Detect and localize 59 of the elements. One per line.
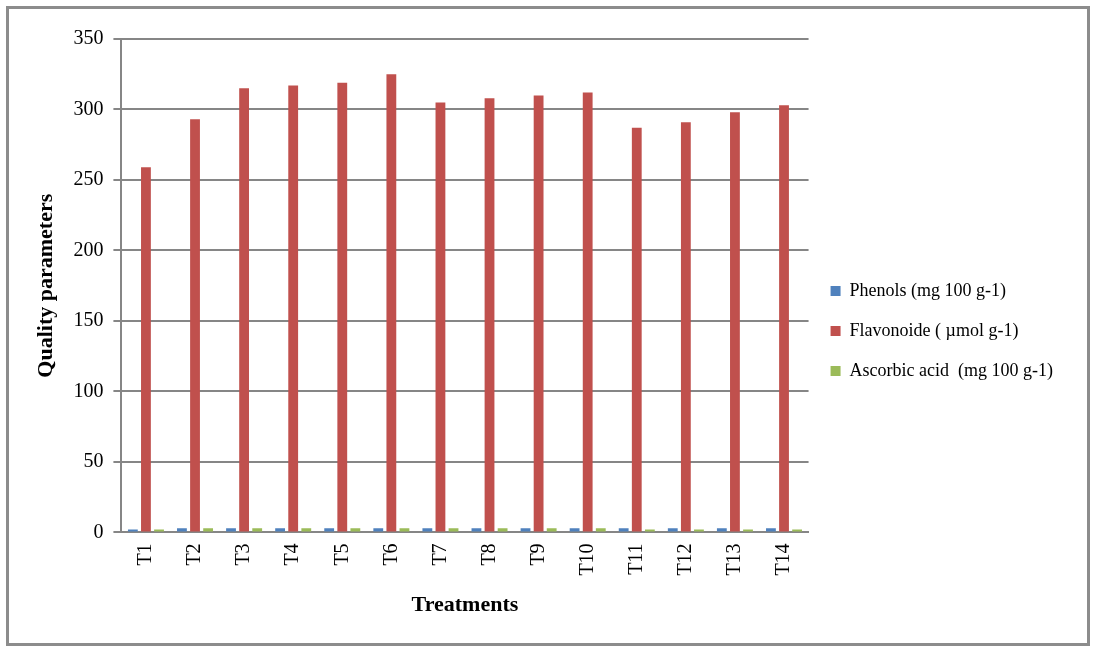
legend-label: Flavonoide ( µmol g-1) xyxy=(849,319,1019,341)
bar xyxy=(484,98,495,532)
bar xyxy=(435,102,446,532)
x-tick-label: T9 xyxy=(525,543,548,566)
bar xyxy=(177,528,187,532)
x-tick-label: T14 xyxy=(771,543,794,576)
bar xyxy=(252,528,263,532)
bar xyxy=(373,528,384,532)
y-tick-label: 300 xyxy=(73,96,104,119)
x-tick-label: T3 xyxy=(231,543,254,566)
x-axis-title: Treatments xyxy=(411,591,519,617)
bar xyxy=(618,528,629,532)
y-tick-label: 100 xyxy=(73,378,104,401)
bar xyxy=(569,528,580,532)
bar xyxy=(226,528,236,532)
x-tick-label: T11 xyxy=(624,543,647,575)
x-tick-label: T2 xyxy=(182,543,205,566)
bar xyxy=(324,528,335,532)
x-tick-label: T12 xyxy=(673,543,696,576)
y-tick-label: 0 xyxy=(93,519,104,542)
y-tick-label: 150 xyxy=(73,308,104,331)
y-tick-label: 250 xyxy=(73,167,104,190)
legend-label: Phenols (mg 100 g-1) xyxy=(849,279,1007,301)
x-tick-label: T4 xyxy=(280,543,303,566)
bar xyxy=(422,528,433,532)
bar xyxy=(301,528,312,532)
bar xyxy=(386,74,397,532)
x-tick-label: T6 xyxy=(378,543,401,566)
bar xyxy=(239,88,250,532)
bar xyxy=(141,167,151,532)
bar xyxy=(497,528,508,532)
bar xyxy=(350,528,361,532)
bar xyxy=(667,528,678,532)
bar xyxy=(631,127,642,532)
bar xyxy=(716,528,727,532)
y-tick-label: 350 xyxy=(73,26,104,49)
bar xyxy=(680,122,691,532)
bar xyxy=(337,82,348,532)
bar xyxy=(766,528,776,532)
x-tick-label: T1 xyxy=(133,543,156,566)
bar xyxy=(546,528,557,532)
x-tick-label: T5 xyxy=(329,543,352,566)
x-tick-label: T13 xyxy=(722,543,745,576)
legend-label: Ascorbic acid (mg 100 g-1) xyxy=(849,359,1054,381)
x-tick-label: T7 xyxy=(427,543,450,566)
bar xyxy=(582,92,593,532)
bar xyxy=(595,528,606,532)
bar xyxy=(190,119,200,532)
bar xyxy=(730,112,740,532)
bar xyxy=(779,105,789,532)
bar xyxy=(203,528,214,532)
bar xyxy=(533,95,544,532)
x-tick-label: T8 xyxy=(476,543,499,566)
bar xyxy=(288,85,299,532)
y-tick-label: 50 xyxy=(83,449,104,472)
bar xyxy=(275,528,286,532)
x-tick-label: T10 xyxy=(574,543,597,576)
y-axis-title: Quality parameters xyxy=(31,193,57,378)
y-tick-label: 200 xyxy=(73,237,104,260)
